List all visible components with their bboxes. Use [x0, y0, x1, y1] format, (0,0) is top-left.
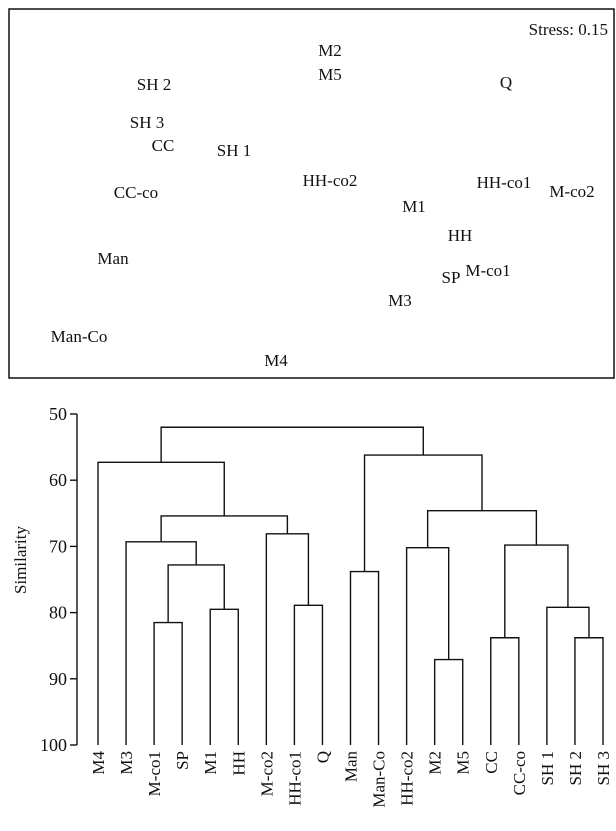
y-tick-label-100: 100: [40, 735, 67, 755]
mds-points: M2 M5 Q SH 2 SH 3 CC SH 1 HH-co2 HH-co1 M-co2 CC-c…: [51, 41, 595, 370]
leaf-label-sh-3: SH 3: [594, 751, 613, 785]
mds-panel: Stress: 0.15 M2 M5 Q SH 2 SH 3 CC SH 1 HH-co2 HH…: [8, 8, 615, 379]
mds-point-m5: M5: [318, 65, 342, 84]
mds-point-sh-1: SH 1: [217, 141, 251, 160]
dendrogram-link-n4: [125, 541, 197, 745]
leaf-labels: M4 M3 M-co1 SP M1 HH M-co2 HH-co1 Q Man Man-Co HH-c…: [89, 751, 613, 808]
dendrogram-link-n14: [504, 544, 569, 638]
mds-point-m-co1: M-co1: [465, 261, 510, 280]
leaf-label-cc: CC: [482, 751, 501, 774]
mds-point-hh-co1: HH-co1: [477, 173, 532, 192]
dendrogram-panel: Similarity 50 60 70 80 90 100 M4 M3 M-co1 SP M1 HH…: [11, 404, 613, 808]
stress-label: Stress: 0.15: [529, 20, 608, 39]
y-axis-title: Similarity: [11, 526, 30, 595]
dendrogram-link-n11: [574, 637, 604, 745]
dendrogram-tree: [97, 426, 604, 745]
y-tick-label-90: 90: [49, 669, 67, 689]
leaf-label-m-co2: M-co2: [257, 751, 276, 796]
mds-point-sh-2: SH 2: [137, 75, 171, 94]
dendrogram-link-n12: [546, 606, 590, 745]
y-tick-label-50: 50: [49, 404, 67, 424]
mds-point-m2: M2: [318, 41, 342, 60]
leaf-label-q: Q: [313, 751, 332, 763]
dendrogram-link-n10: [405, 547, 450, 745]
leaf-label-hh-co1: HH-co1: [285, 751, 304, 806]
mds-point-sh-3: SH 3: [130, 113, 164, 132]
leaf-label-m1: M1: [201, 751, 220, 775]
dendrogram-link-n2: [209, 608, 239, 745]
leaf-label-hh-co2: HH-co2: [398, 751, 417, 806]
mds-point-hh-co2: HH-co2: [303, 171, 358, 190]
dendrogram-link-n16: [349, 570, 380, 745]
leaf-label-m4: M4: [89, 751, 108, 775]
mds-point-m4: M4: [264, 351, 288, 370]
dendrogram-link-n6: [265, 533, 310, 745]
mds-point-man: Man: [97, 249, 129, 268]
y-axis: 50 60 70 80 90 100: [40, 404, 78, 755]
mds-point-hh: HH: [448, 226, 473, 245]
leaf-label-m2: M2: [426, 751, 445, 775]
dendrogram-link-n15: [426, 509, 538, 548]
mds-point-m-co2: M-co2: [549, 182, 594, 201]
dendrogram-link-n3: [167, 564, 225, 623]
dendrogram-link-n5: [293, 604, 324, 745]
y-tick-label-80: 80: [49, 603, 67, 623]
dendrogram-link-n1: [153, 621, 183, 745]
leaf-label-man: Man: [342, 751, 361, 783]
leaf-label-m3: M3: [117, 751, 136, 775]
dendrogram-link-n13: [490, 637, 520, 745]
mds-point-man-co: Man-Co: [51, 327, 108, 346]
dendrogram-link-n8: [97, 461, 225, 745]
mds-point-cc: CC: [152, 136, 175, 155]
dendrogram-link-n17: [363, 454, 483, 572]
mds-point-q: Q: [500, 73, 512, 92]
leaf-label-sp: SP: [173, 751, 192, 770]
dendrogram-link-n18: [160, 426, 424, 463]
dendrogram-link-n7: [160, 515, 289, 542]
mds-point-sp: SP: [442, 268, 461, 287]
mds-point-cc-co: CC-co: [114, 183, 158, 202]
leaf-label-cc-co: CC-co: [510, 751, 529, 795]
mds-point-m3: M3: [388, 291, 412, 310]
mds-point-m1: M1: [402, 197, 426, 216]
leaf-label-sh-1: SH 1: [538, 751, 557, 785]
leaf-label-m5: M5: [454, 751, 473, 775]
y-tick-label-70: 70: [49, 536, 67, 556]
y-tick-label-60: 60: [49, 470, 67, 490]
dendrogram-link-n9: [433, 658, 464, 745]
leaf-label-sh-2: SH 2: [566, 751, 585, 785]
leaf-label-hh: HH: [229, 751, 248, 776]
leaf-label-man-co: Man-Co: [370, 751, 389, 808]
mds-frame: [8, 8, 615, 379]
leaf-label-m-co1: M-co1: [145, 751, 164, 796]
